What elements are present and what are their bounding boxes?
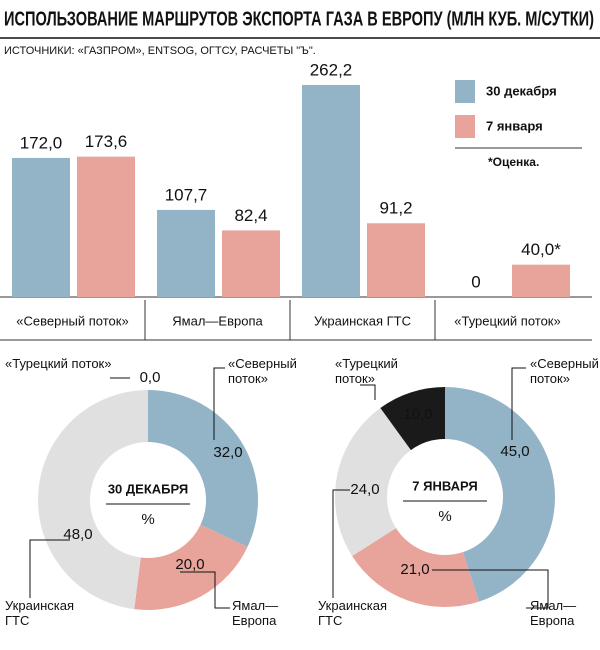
donut-segment <box>445 387 555 602</box>
x-tick-label: «Турецкий поток» <box>454 313 560 328</box>
x-tick-label: Украинская ГТС <box>314 313 411 328</box>
value-label: 173,6 <box>85 132 128 151</box>
leader-line <box>511 367 526 440</box>
bar <box>157 209 215 297</box>
value-label: 262,2 <box>310 60 353 79</box>
category-label: Ямал— Европа <box>232 598 279 628</box>
value-label: 91,2 <box>379 199 412 218</box>
value-label: 0 <box>471 272 480 291</box>
legend-swatch <box>455 115 475 138</box>
value-label: 32,0 <box>213 444 242 461</box>
value-label: 24,0 <box>350 481 379 498</box>
value-label: 20,0 <box>175 556 204 573</box>
chart-title: ИСПОЛЬЗОВАНИЕ МАРШРУТОВ ЭКСПОРТА ГАЗА В … <box>4 8 594 30</box>
donut-segment <box>134 524 248 610</box>
value-label: 10,0 <box>403 406 432 423</box>
category-label: Ямал— Европа <box>530 598 577 628</box>
value-label: 48,0 <box>63 526 92 543</box>
value-label: 82,4 <box>234 206 267 225</box>
bar <box>367 223 425 297</box>
donut-segment <box>352 528 479 607</box>
value-label: 40,0* <box>521 240 561 259</box>
value-label: 0,0 <box>140 369 161 386</box>
legend-label: 30 декабря <box>486 83 557 98</box>
category-label: Украинская ГТС <box>318 598 388 628</box>
value-label: 107,7 <box>165 185 208 204</box>
leader-line <box>332 489 350 598</box>
value-label: 172,0 <box>20 133 63 152</box>
unit-label: % <box>141 511 154 528</box>
leader-line <box>432 569 549 609</box>
unit-label: % <box>438 508 451 525</box>
leader-line <box>180 571 230 609</box>
donut-segment <box>38 390 148 610</box>
bar <box>222 230 280 297</box>
bar <box>512 264 570 297</box>
leader-line <box>29 539 70 598</box>
x-tick-label: Ямал—Европа <box>172 313 263 328</box>
donut-segment <box>380 387 445 451</box>
leader-line <box>213 367 225 440</box>
value-label: 21,0 <box>400 561 429 578</box>
center-label: 7 ЯНВАРЯ <box>412 478 477 493</box>
bar <box>302 85 360 297</box>
category-label: «Северный поток» <box>228 356 297 386</box>
note: *Оценка. <box>488 155 539 169</box>
leader-line <box>360 384 376 400</box>
legend-label: 7 января <box>486 118 543 133</box>
bar <box>12 157 70 297</box>
category-label: Украинская ГТС <box>5 598 75 628</box>
category-label: «Турецкий поток» <box>5 356 112 371</box>
bar <box>77 156 135 297</box>
center-label: 30 ДЕКАБРЯ <box>108 481 188 496</box>
chart-subtitle: ИСТОЧНИКИ: «ГАЗПРОМ», ENTSOG, ОГТСУ, РАС… <box>4 45 316 57</box>
legend-swatch <box>455 80 475 103</box>
x-tick-label: «Северный поток» <box>16 313 128 328</box>
category-label: «Турецкий поток» <box>335 356 398 386</box>
donut-segment <box>335 408 411 556</box>
donut-segment <box>148 390 258 547</box>
category-label: «Северный поток» <box>530 356 599 386</box>
value-label: 45,0 <box>500 443 529 460</box>
